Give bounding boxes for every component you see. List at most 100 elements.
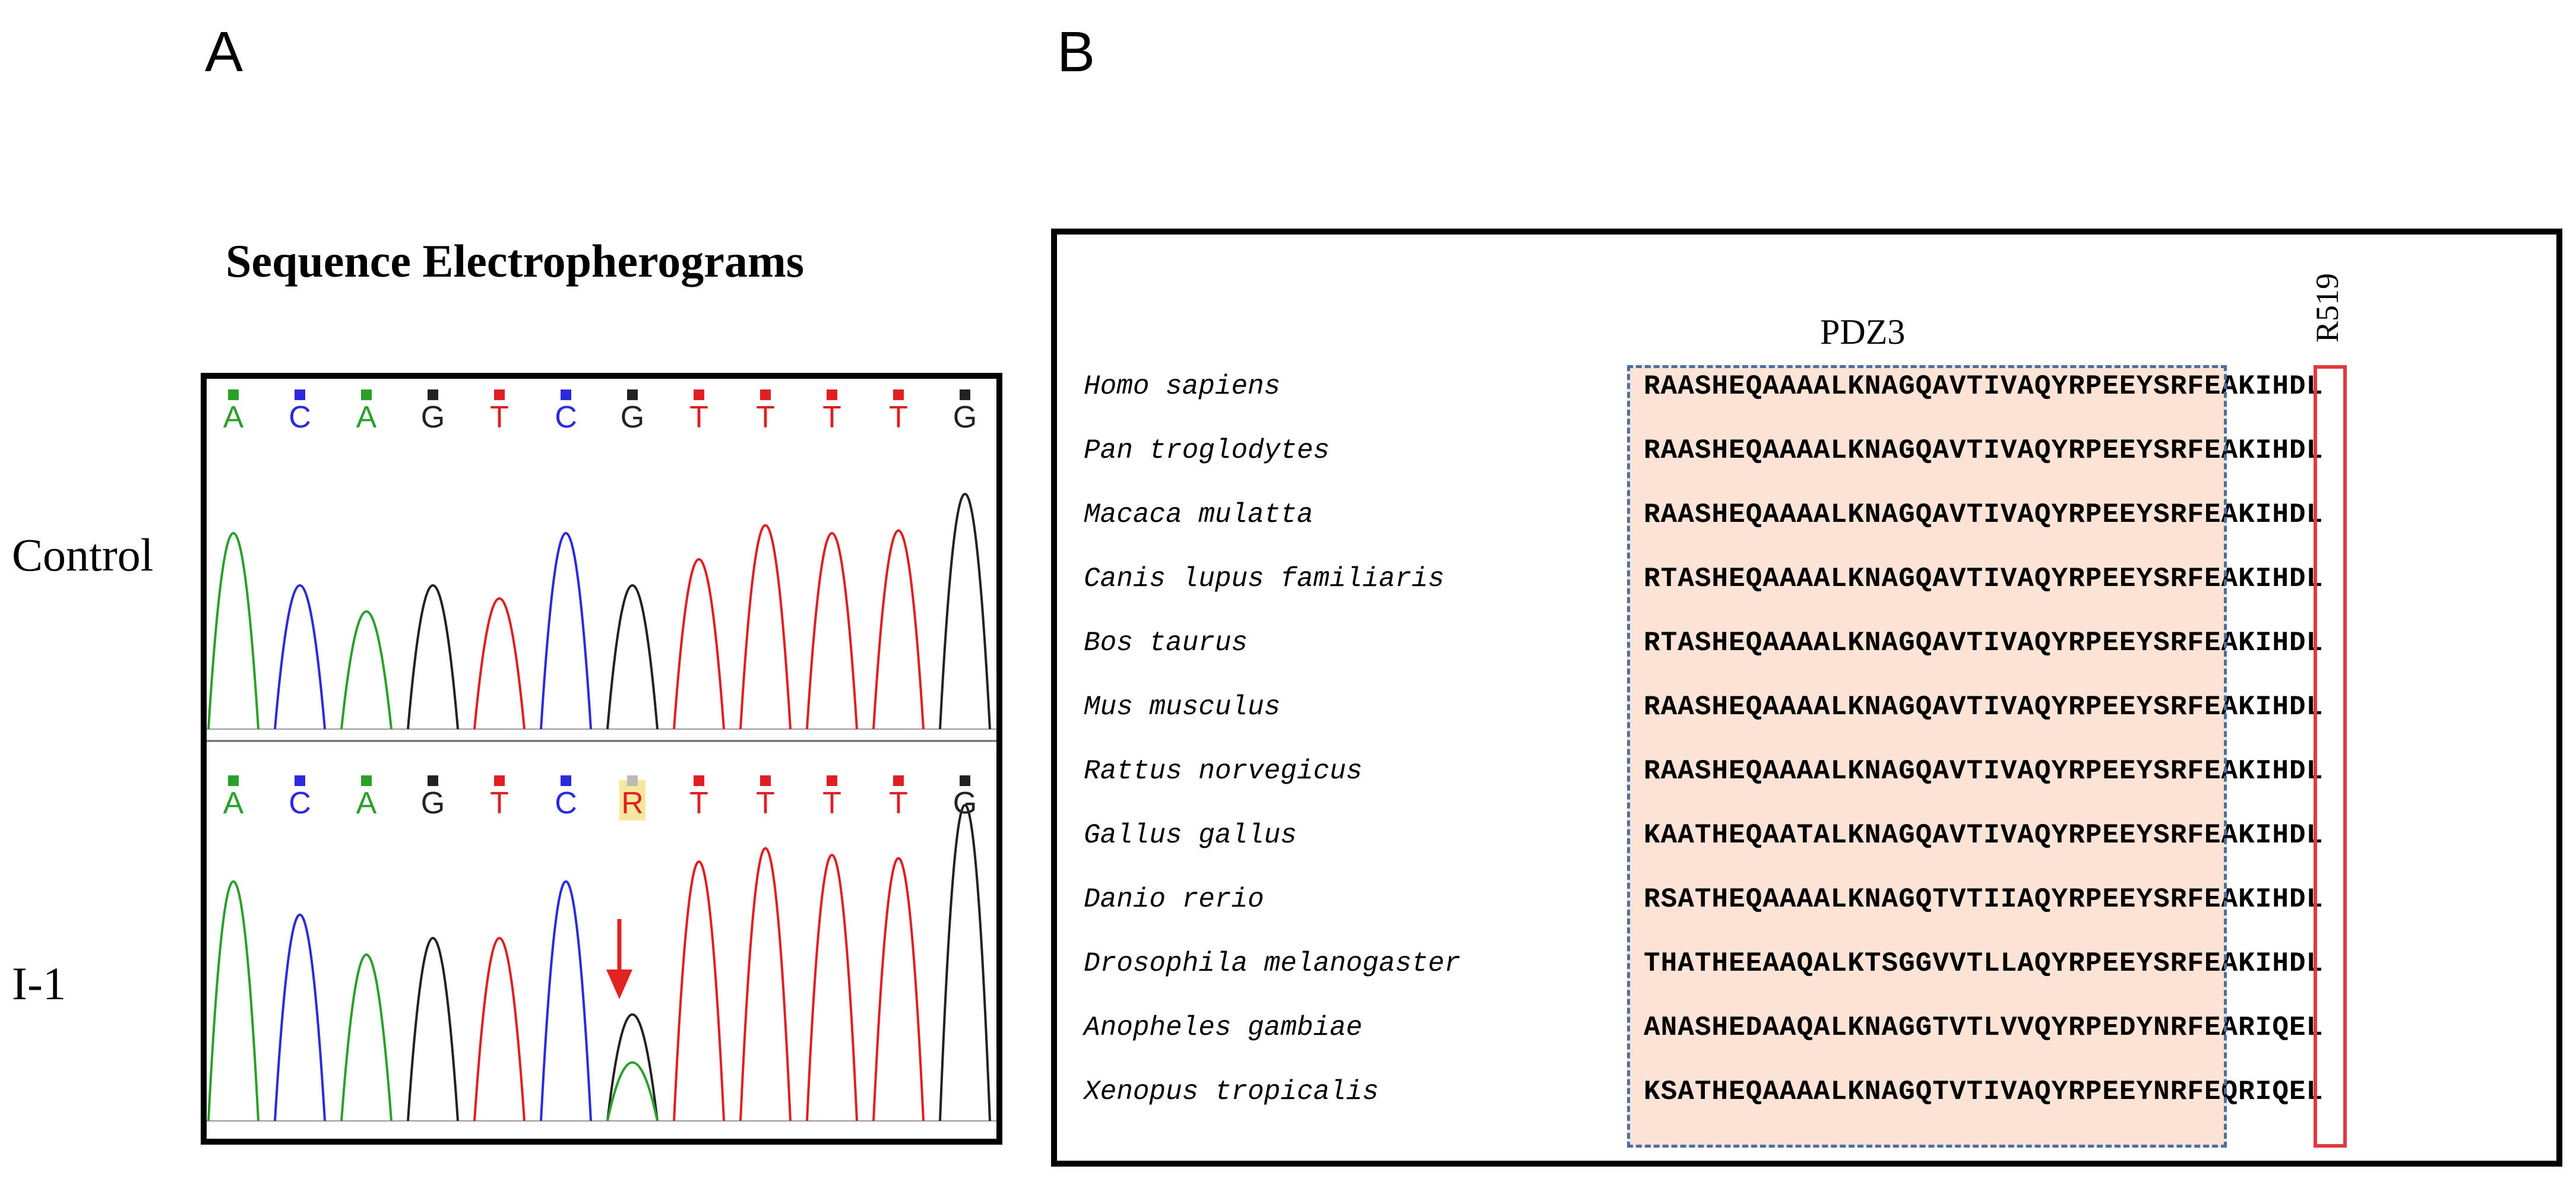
trace-peak bbox=[739, 847, 792, 1122]
base-marker bbox=[295, 389, 305, 400]
protein-sequence: RTASHEQAAAALKNAGQAVTIVAQYRPEEYSRFEAKIHDL bbox=[1644, 563, 2324, 594]
base-call-letter: T bbox=[756, 786, 775, 820]
electropherogram-title: Sequence Electropherograms bbox=[226, 235, 805, 287]
base-call-letter: T bbox=[889, 400, 908, 435]
base-call-letter: C bbox=[289, 400, 311, 435]
base-call-letter: T bbox=[689, 400, 708, 435]
trace-peak bbox=[606, 1013, 659, 1122]
base-call-letter: G bbox=[621, 400, 644, 435]
base-marker bbox=[228, 389, 239, 400]
base-marker bbox=[494, 775, 505, 786]
trace-peak bbox=[407, 584, 459, 730]
base-call-letter: T bbox=[756, 400, 775, 435]
base-call-letter: C bbox=[555, 786, 577, 820]
base-marker bbox=[361, 389, 372, 400]
base-marker bbox=[694, 389, 704, 400]
base-marker bbox=[494, 389, 505, 400]
protein-sequence: KSATHEQAAAALKNAGQTVTIVAQYRPEEYNRFEQRIQEL bbox=[1644, 1076, 2324, 1107]
electropherogram-svg: A C A G T C G T T T T G A C A G T C R T T T T G bbox=[207, 389, 996, 1122]
protein-sequence: KAATHEQAATALKNAGQAVTIVAQYRPEEYSRFEAKIHDL bbox=[1644, 820, 2324, 851]
species-name: Drosophila melanogaster bbox=[1084, 948, 1461, 979]
protein-sequence: ANASHEDAAQALKNAGGTVTLVVQYRPEDYNRFEARIQEL bbox=[1644, 1012, 2324, 1043]
base-call-letter: T bbox=[490, 400, 509, 435]
r519-label: R519 bbox=[2309, 273, 2345, 343]
species-name: Anopheles gambiae bbox=[1084, 1012, 1363, 1043]
species-name: Mus musculus bbox=[1084, 692, 1281, 723]
pdz3-outline bbox=[1627, 365, 2227, 1148]
base-call-letter: A bbox=[356, 400, 377, 435]
species-name: Canis lupus familiaris bbox=[1084, 563, 1445, 594]
trace-peak bbox=[806, 532, 858, 730]
mutation-highlight bbox=[619, 780, 645, 820]
protein-sequence: THATHEEAAQALKTSGGVVTLLAQYRPEEYSRFEAKIHDL bbox=[1644, 948, 2324, 979]
base-call-letter: T bbox=[889, 786, 908, 820]
base-call-letter: T bbox=[822, 400, 841, 435]
trace-peak bbox=[340, 953, 393, 1122]
species-name: Danio rerio bbox=[1084, 884, 1264, 915]
trace-peak bbox=[806, 854, 858, 1122]
base-marker bbox=[893, 389, 904, 400]
base-marker bbox=[893, 775, 904, 786]
base-marker bbox=[428, 389, 438, 400]
panel-a-letter: A bbox=[205, 20, 243, 84]
electropherogram-box: A C A G T C G T T T T G A C A G T C R T T T T G bbox=[201, 373, 1002, 1145]
protein-sequence: RSATHEQAAAALKNAGQTVTIIAQYRPEEYSRFEAKIHDL bbox=[1644, 884, 2324, 915]
trace-peak bbox=[673, 558, 725, 730]
base-call-letter: C bbox=[555, 400, 577, 435]
base-call-letter: C bbox=[289, 786, 311, 820]
protein-sequence: RAASHEQAAAALKNAGQAVTIVAQYRPEEYSRFEAKIHDL bbox=[1644, 499, 2324, 530]
trace-peak bbox=[872, 857, 925, 1122]
trace-peak bbox=[939, 493, 991, 730]
trace-peak bbox=[872, 529, 925, 730]
trace-peak bbox=[473, 937, 526, 1122]
base-marker bbox=[361, 775, 372, 786]
base-marker bbox=[694, 775, 704, 786]
base-marker bbox=[561, 389, 571, 400]
base-call-letter: G bbox=[421, 786, 445, 820]
base-call-letter: G bbox=[953, 786, 977, 820]
trace-peak-secondary bbox=[606, 1061, 659, 1122]
trace-peak bbox=[207, 880, 260, 1122]
trace-peak bbox=[340, 610, 393, 730]
base-call-letter: T bbox=[689, 786, 708, 820]
pdz3-label: PDZ3 bbox=[1820, 312, 1906, 351]
trace-peak bbox=[274, 584, 326, 730]
base-marker bbox=[561, 775, 571, 786]
base-marker bbox=[960, 775, 970, 786]
species-name: Xenopus tropicalis bbox=[1084, 1076, 1379, 1107]
alignment-box: PDZ3 R519 Homo sapiens RAASHEQAAAALKNAGQA… bbox=[1051, 229, 2562, 1167]
species-name: Homo sapiens bbox=[1084, 371, 1281, 402]
base-marker bbox=[760, 775, 771, 786]
trace-peak bbox=[606, 584, 659, 730]
base-marker bbox=[228, 775, 239, 786]
base-call-letter: G bbox=[953, 400, 977, 435]
base-call-letter: T bbox=[822, 786, 841, 820]
base-call-letter: A bbox=[223, 786, 244, 820]
i1-row-label: I-1 bbox=[12, 958, 66, 1009]
base-call-letter: R bbox=[621, 786, 644, 820]
trace-peak bbox=[739, 524, 792, 730]
control-row-label: Control bbox=[12, 529, 154, 581]
pdz3-region bbox=[1627, 365, 2227, 1148]
base-marker bbox=[428, 775, 438, 786]
species-name: Rattus norvegicus bbox=[1084, 756, 1363, 787]
base-call-letter: A bbox=[356, 786, 377, 820]
trace-peak bbox=[540, 880, 592, 1122]
species-name: Macaca mulatta bbox=[1084, 499, 1314, 530]
base-marker bbox=[960, 389, 970, 400]
trace-peak bbox=[207, 532, 260, 730]
base-call-letter: T bbox=[490, 786, 509, 820]
species-name: Pan troglodytes bbox=[1084, 435, 1330, 466]
trace-peak bbox=[274, 914, 326, 1122]
trace-peak bbox=[473, 597, 526, 730]
base-marker bbox=[627, 775, 638, 786]
base-marker bbox=[760, 389, 771, 400]
trace-peak bbox=[939, 804, 991, 1122]
protein-sequence: RAASHEQAAAALKNAGQAVTIVAQYRPEEYSRFEAKIHDL bbox=[1644, 692, 2324, 723]
mutation-arrow-head bbox=[606, 970, 632, 999]
base-marker bbox=[827, 775, 837, 786]
base-call-letter: A bbox=[223, 400, 244, 435]
protein-sequence: RTASHEQAAAALKNAGQAVTIVAQYRPEEYSRFEAKIHDL bbox=[1644, 628, 2324, 658]
protein-sequence: RAASHEQAAAALKNAGQAVTIVAQYRPEEYSRFEAKIHDL bbox=[1644, 756, 2324, 787]
species-name: Bos taurus bbox=[1084, 628, 1248, 658]
